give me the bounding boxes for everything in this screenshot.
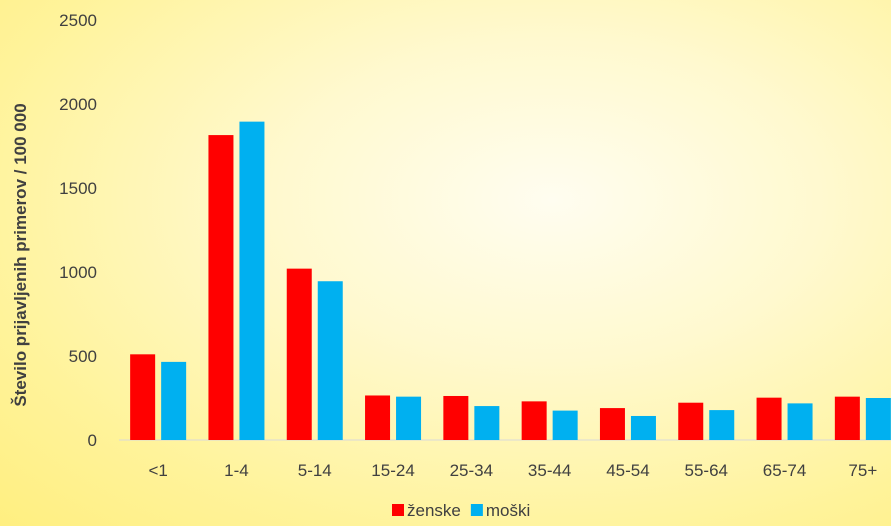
- x-tick-label: 35-44: [528, 461, 571, 480]
- legend: ženske moški: [392, 501, 530, 520]
- legend-swatch: [470, 504, 483, 516]
- bar: [678, 402, 704, 440]
- bar: [756, 397, 782, 440]
- x-tick-label: 65-74: [763, 461, 806, 480]
- bar: [599, 408, 625, 440]
- x-tick-label: 1-4: [224, 461, 249, 480]
- x-tick-label: 25-34: [450, 461, 493, 480]
- x-tick-label: 5-14: [298, 461, 332, 480]
- bar: [552, 410, 578, 440]
- y-tick-label: 1500: [59, 179, 97, 198]
- bar: [474, 406, 500, 440]
- bar: [787, 403, 813, 440]
- x-tick-label: 45-54: [606, 461, 649, 480]
- y-axis-ticks: 0 500 1000 1500 2000 2500: [59, 11, 97, 450]
- bar: [161, 361, 187, 440]
- bar: [630, 415, 656, 440]
- y-axis-label: Število prijavljenih primerov / 100 000: [11, 103, 30, 406]
- bar: [709, 410, 735, 440]
- bar: [443, 395, 469, 440]
- bar: [239, 121, 265, 440]
- x-axis-ticks: <1 1-4 5-14 15-24 25-34 35-44 45-54 55-64 65-74 7…: [148, 461, 877, 480]
- bar: [317, 281, 343, 440]
- bar: [365, 395, 391, 440]
- x-tick-label: 15-24: [371, 461, 414, 480]
- bars: [130, 121, 891, 440]
- bar: [865, 398, 891, 440]
- x-tick-label: 75+: [848, 461, 877, 480]
- legend-label: ženske: [407, 501, 461, 520]
- y-tick-label: 500: [69, 347, 97, 366]
- y-tick-label: 0: [88, 431, 97, 450]
- bar: [286, 268, 312, 440]
- y-tick-label: 2500: [59, 11, 97, 30]
- bar: [521, 401, 547, 440]
- legend-label: moški: [486, 501, 530, 520]
- x-tick-label: 55-64: [685, 461, 728, 480]
- bar: [130, 354, 156, 440]
- x-tick-label: <1: [148, 461, 167, 480]
- bar: [834, 396, 860, 440]
- legend-swatch: [392, 504, 404, 516]
- bar: [396, 396, 422, 440]
- bar: [208, 135, 234, 440]
- y-tick-label: 2000: [59, 95, 97, 114]
- y-tick-label: 1000: [59, 263, 97, 282]
